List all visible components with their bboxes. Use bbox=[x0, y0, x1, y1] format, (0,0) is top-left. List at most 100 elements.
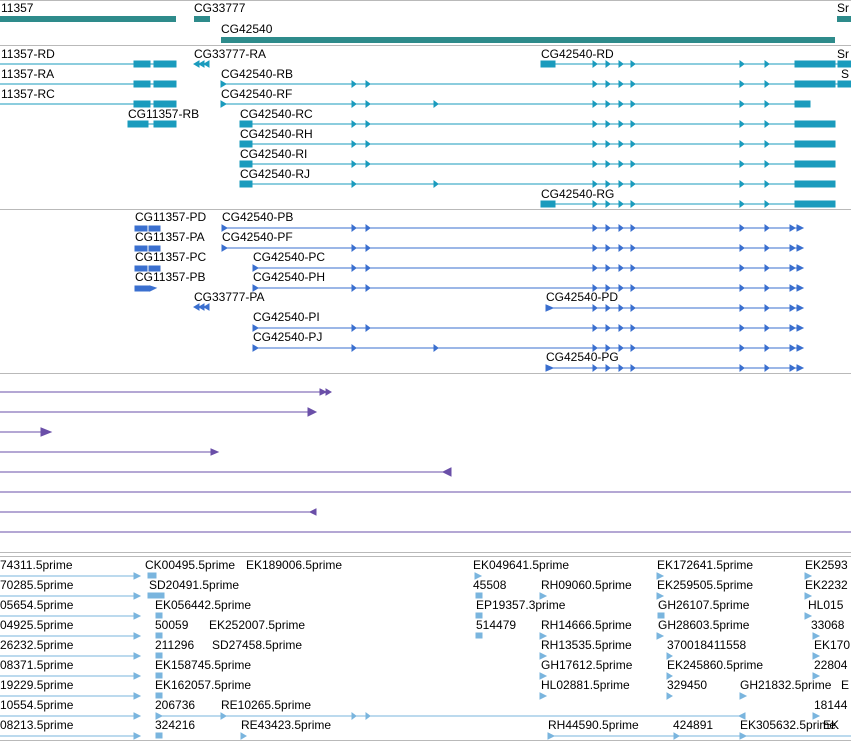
transcript-cg11357-rb[interactable] bbox=[127, 120, 177, 128]
gene-feature-sr[interactable] bbox=[837, 16, 851, 22]
est-feature[interactable] bbox=[0, 572, 142, 580]
gene-feature-cg11357[interactable] bbox=[0, 16, 176, 22]
protein-cg11357-pc[interactable] bbox=[134, 265, 161, 272]
est-label: RH09060.5prime bbox=[541, 578, 632, 592]
est-feature[interactable] bbox=[0, 732, 142, 740]
transcript-11357-rd[interactable] bbox=[0, 60, 177, 68]
gene-feature-cg33777[interactable] bbox=[194, 16, 210, 22]
alignment-row[interactable] bbox=[0, 508, 317, 516]
est-feature[interactable] bbox=[666, 692, 673, 700]
est-feature[interactable] bbox=[666, 652, 673, 660]
est-feature[interactable] bbox=[155, 732, 247, 740]
transcript-cg42540-rd[interactable] bbox=[540, 60, 851, 68]
est-label: 33068 bbox=[811, 618, 845, 632]
protein-cg11357-pa[interactable] bbox=[134, 245, 161, 252]
est-label: EK259505.5prime bbox=[657, 578, 754, 592]
protein-cg33777-pa[interactable] bbox=[193, 303, 210, 311]
transcript-cg33777-ra[interactable] bbox=[193, 60, 210, 68]
protein-label: CG11357-PC bbox=[135, 250, 207, 264]
protein-cg42540-pf[interactable] bbox=[221, 244, 805, 252]
est-label: E bbox=[841, 678, 850, 692]
alignment-row[interactable] bbox=[0, 407, 318, 417]
est-feature[interactable] bbox=[0, 612, 142, 620]
transcript-cg42540-rb[interactable] bbox=[220, 80, 851, 88]
est-label: SD20491.5prime bbox=[149, 578, 240, 592]
est-feature[interactable] bbox=[539, 592, 548, 600]
protein-cg42540-pd[interactable] bbox=[545, 304, 805, 312]
est-feature[interactable] bbox=[475, 612, 483, 619]
est-feature[interactable] bbox=[804, 572, 813, 580]
protein-cg42540-pg[interactable] bbox=[545, 364, 805, 372]
transcript-label: 11357-RA bbox=[1, 67, 55, 81]
transcript-cg42540-rc[interactable] bbox=[239, 120, 836, 128]
alignment-row[interactable] bbox=[0, 448, 220, 456]
est-feature[interactable] bbox=[547, 732, 851, 740]
est-feature[interactable] bbox=[475, 632, 483, 639]
est-label: RH14666.5prime bbox=[541, 618, 632, 632]
est-feature[interactable] bbox=[155, 692, 163, 699]
est-feature[interactable] bbox=[804, 612, 813, 620]
est-feature[interactable] bbox=[812, 712, 821, 720]
transcript-cg42540-rg[interactable] bbox=[540, 200, 836, 208]
transcript-cg42540-rh[interactable] bbox=[239, 140, 836, 148]
est-label: 45508 bbox=[473, 578, 507, 592]
alignment-glyphs bbox=[0, 388, 851, 533]
est-feature[interactable] bbox=[539, 672, 548, 680]
est-label: EK189006.5prime bbox=[246, 558, 343, 572]
est-feature[interactable] bbox=[0, 672, 142, 680]
est-feature[interactable] bbox=[474, 572, 483, 580]
protein-cg42540-ph[interactable] bbox=[252, 284, 805, 292]
est-feature[interactable] bbox=[539, 692, 548, 700]
est-feature[interactable] bbox=[155, 612, 163, 619]
est-feature[interactable] bbox=[804, 592, 813, 600]
transcript-11357-rc[interactable] bbox=[0, 100, 177, 108]
est-feature[interactable] bbox=[812, 672, 821, 680]
est-feature[interactable] bbox=[147, 592, 165, 599]
est-feature[interactable] bbox=[812, 632, 821, 640]
transcript-track: 11357-RD CG33777-RA CG42540-RD Sr 11357-… bbox=[0, 46, 851, 209]
transcript-cg42540-rj[interactable] bbox=[239, 180, 836, 188]
est-feature[interactable] bbox=[155, 652, 163, 659]
est-feature[interactable] bbox=[155, 672, 163, 679]
protein-cg42540-pc[interactable] bbox=[252, 264, 805, 272]
est-label: EK056442.5prime bbox=[155, 598, 252, 612]
est-label: SD27458.5prime bbox=[212, 638, 303, 652]
transcript-11357-ra[interactable] bbox=[0, 80, 177, 88]
est-label: 74311.5prime bbox=[0, 558, 73, 572]
gene-feature-cg42540[interactable] bbox=[221, 37, 835, 43]
est-feature[interactable] bbox=[739, 692, 748, 700]
est-feature[interactable] bbox=[0, 652, 142, 660]
est-feature[interactable] bbox=[657, 612, 665, 619]
protein-cg42540-pb[interactable] bbox=[221, 224, 805, 232]
est-feature[interactable] bbox=[539, 652, 548, 660]
alignment-row[interactable] bbox=[0, 467, 452, 477]
protein-label: CG42540-PD bbox=[546, 290, 619, 304]
track-separator bbox=[0, 45, 851, 46]
est-label: 08371.5prime bbox=[0, 658, 74, 672]
est-feature[interactable] bbox=[666, 672, 673, 680]
est-feature[interactable] bbox=[656, 592, 665, 600]
est-feature[interactable] bbox=[0, 692, 142, 700]
est-feature[interactable] bbox=[155, 712, 746, 720]
est-feature[interactable] bbox=[539, 632, 548, 640]
est-feature[interactable] bbox=[656, 632, 665, 640]
est-feature[interactable] bbox=[155, 632, 163, 639]
alignment-row[interactable] bbox=[0, 427, 53, 437]
est-feature[interactable] bbox=[475, 592, 483, 599]
protein-cg11357-pd[interactable] bbox=[134, 225, 161, 232]
est-feature[interactable] bbox=[147, 572, 157, 579]
est-feature[interactable] bbox=[812, 652, 821, 660]
protein-label: CG42540-PG bbox=[546, 350, 619, 364]
protein-cg42540-pi[interactable] bbox=[252, 324, 805, 332]
est-label: 10554.5prime bbox=[0, 698, 74, 712]
protein-cg11357-pb[interactable] bbox=[134, 285, 158, 292]
est-feature[interactable] bbox=[0, 632, 142, 640]
est-feature[interactable] bbox=[0, 592, 142, 600]
est-feature[interactable] bbox=[0, 712, 142, 720]
alignment-row[interactable] bbox=[0, 388, 332, 396]
protein-cg42540-pj[interactable] bbox=[252, 344, 805, 352]
transcript-cg42540-rf[interactable] bbox=[220, 100, 811, 108]
est-feature[interactable] bbox=[656, 572, 665, 580]
transcript-cg42540-ri[interactable] bbox=[239, 160, 836, 168]
est-label: 329450 bbox=[667, 678, 708, 692]
